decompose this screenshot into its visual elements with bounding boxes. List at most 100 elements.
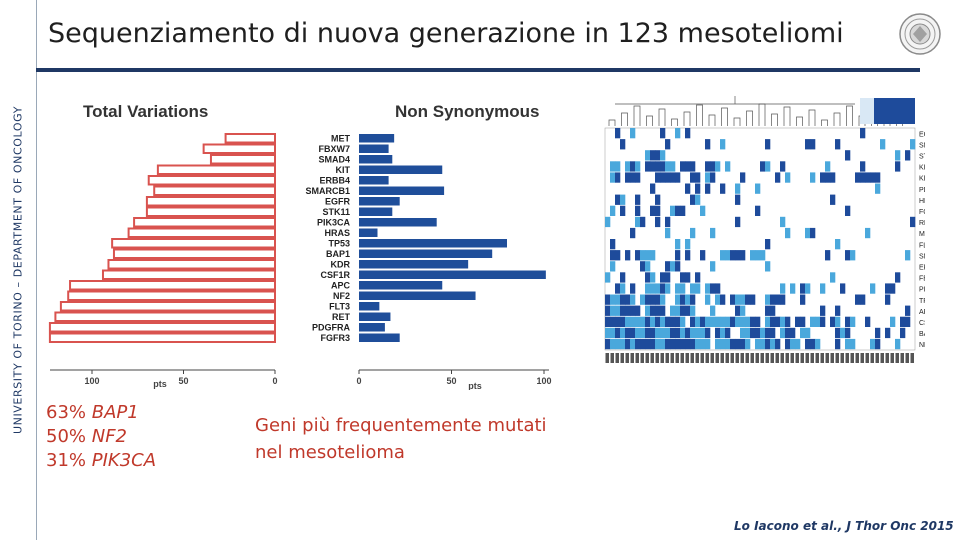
heatmap-cell: [630, 316, 636, 327]
dendrogram-branch: [671, 118, 678, 126]
color-key: [860, 98, 915, 124]
heatmap-cell: [790, 283, 796, 294]
heatmap-cell: [800, 283, 806, 294]
heatmap-cell: [690, 316, 696, 327]
heatmap-cell: [735, 216, 741, 228]
heatmap-cell: [630, 227, 636, 239]
heatmap-cell: [835, 327, 841, 339]
heatmap-cell: [900, 327, 906, 339]
dendrogram-branch: [746, 110, 753, 126]
heatmap-cell: [875, 338, 881, 350]
heatmap-cell: [645, 250, 651, 261]
sample-label: [605, 353, 609, 363]
heatmap-cell: [610, 316, 616, 327]
nonsyn-bar: [359, 323, 385, 332]
heatmap-cell: [815, 338, 821, 350]
sample-label: [780, 353, 784, 363]
sample-label: [670, 353, 674, 363]
heatmap-cell: [855, 172, 861, 183]
heatmap-cell: [645, 261, 651, 272]
heatmap-row-label: FGFR3: [919, 209, 925, 216]
sample-label: [900, 353, 904, 363]
heatmap-row-label: KIT: [919, 165, 925, 172]
dendrogram-branch: [758, 103, 766, 126]
heatmap-cell: [705, 316, 711, 327]
heatmap-cell: [720, 316, 726, 327]
heatmap-cell: [645, 283, 651, 294]
heatmap-cell: [650, 161, 656, 172]
sample-label: [680, 353, 684, 363]
nonsyn-tick-label: 100: [536, 376, 551, 386]
heatmap-cell: [635, 161, 641, 172]
total-bar: [202, 143, 277, 154]
heatmap-cell: [865, 227, 871, 239]
mutation-heatmap: EGFR SMAD4 STK11 KIT KDR PDGFRA HRAS FGFR3 RET ME…: [604, 96, 925, 363]
sample-label: [640, 353, 644, 363]
heatmap-cell: [660, 272, 666, 283]
heatmap-cell: [705, 172, 711, 183]
gene-label: APC: [331, 281, 351, 291]
heatmap-cell: [645, 327, 651, 339]
sample-label: [610, 353, 614, 363]
dendrogram-branch: [696, 104, 703, 126]
dendrogram-branch: [721, 107, 728, 126]
sidebar-label: UNIVERSITY OF TORINO – DEPARTMENT OF ONC…: [11, 105, 25, 435]
sample-label: [825, 353, 829, 363]
sample-label: [810, 353, 814, 363]
heatmap-cell: [695, 283, 701, 294]
heatmap-cell: [650, 272, 656, 283]
gene-label: PIK3CA: [317, 218, 351, 228]
heatmap-cell: [720, 183, 726, 194]
heatmap-cell: [745, 338, 751, 350]
heatmap-cell: [620, 294, 626, 305]
heatmap-cell: [895, 272, 901, 283]
heatmap-cell: [745, 327, 751, 339]
heatmap-cell: [610, 239, 616, 250]
heatmap-cell: [670, 205, 676, 216]
sample-label: [650, 353, 654, 363]
heatmap-cell: [830, 316, 836, 327]
heatmap-cell: [640, 316, 646, 327]
heatmap-cell: [615, 172, 621, 183]
heatmap-cell: [780, 294, 786, 305]
gene-label: RET: [332, 312, 351, 322]
heatmap-cell: [620, 327, 626, 339]
heatmap-cell: [770, 316, 776, 327]
heatmap-cell: [660, 316, 666, 327]
total-bar: [127, 227, 276, 238]
total-bar: [54, 311, 277, 322]
frequency-nf2: 50% NF2: [46, 425, 156, 449]
heatmap-row-label: RET: [919, 220, 925, 227]
sample-label: [910, 353, 914, 363]
heatmap-cell: [850, 316, 856, 327]
heatmap-cell: [740, 338, 746, 350]
heatmap-cell: [720, 139, 726, 150]
heatmap-cell: [820, 316, 826, 327]
nonsyn-bar: [359, 218, 437, 227]
nonsyn-bar: [359, 333, 400, 342]
heatmap-cell: [695, 327, 701, 339]
heatmap-cell: [655, 205, 661, 216]
heatmap-cell: [670, 327, 676, 339]
heatmap-cell: [610, 205, 616, 216]
gene-label: BAP1: [326, 249, 350, 259]
heatmap-cell: [700, 316, 706, 327]
heatmap-cell: [615, 194, 621, 205]
sample-label: [755, 353, 759, 363]
sample-label: [835, 353, 839, 363]
heatmap-cell: [680, 316, 686, 327]
heatmap-cell: [840, 283, 846, 294]
nonsyn-bar: [359, 155, 393, 164]
heatmap-cell: [635, 205, 641, 216]
sample-label: [795, 353, 799, 363]
gene-label: KIT: [336, 165, 351, 175]
university-seal-icon: [899, 13, 941, 55]
sample-label: [770, 353, 774, 363]
nonsyn-bar: [359, 281, 443, 290]
nonsyn-bar: [359, 165, 443, 174]
heatmap-cell: [650, 150, 656, 161]
total-bar: [147, 175, 276, 186]
heatmap-cell: [805, 327, 811, 339]
heatmap-cell: [675, 172, 681, 183]
sample-label: [660, 353, 664, 363]
